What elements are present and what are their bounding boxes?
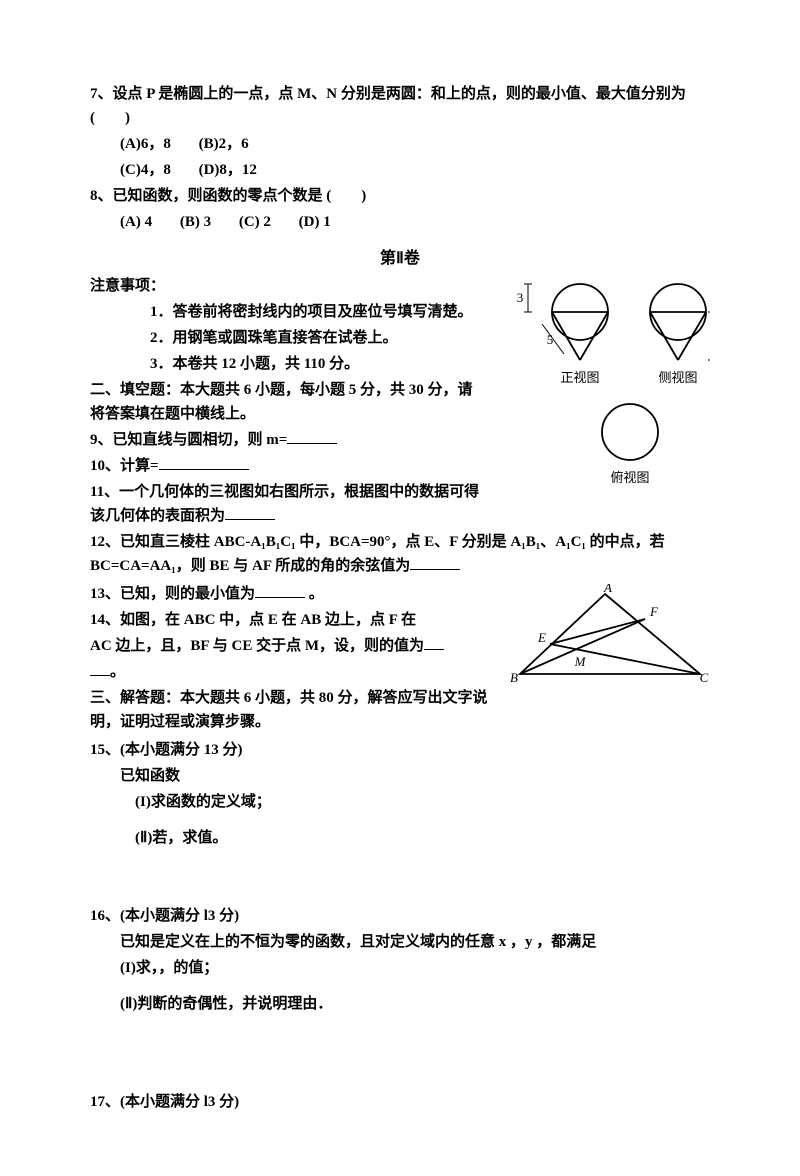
svg-text:俯视图: 俯视图 — [610, 470, 649, 485]
q16-l1-text: 已知是定义在上的不恒为零的函数，且对定义域内的任意 x ，y ，都满足 — [120, 934, 596, 950]
svg-text:侧视图: 侧视图 — [658, 370, 697, 385]
svg-text:F: F — [649, 604, 659, 619]
svg-text:B: B — [510, 670, 518, 685]
q12-blank — [410, 554, 460, 570]
q11-text: 11、一个几何体的三视图如右图所示，根据图中的数据可得该几何体的表面积为 — [90, 484, 479, 524]
q15-head: 15、(本小题满分 13 分) — [90, 738, 710, 762]
q12: 12、已知直三棱柱 ABC-A₁B₁C₁ 中，BCA=90°，点 E、F 分别是… — [90, 530, 710, 578]
q15-l3: (Ⅱ)若，求值。 — [90, 826, 710, 850]
q8-opt-b: (B) 3 — [180, 210, 211, 234]
triangle-figure: A B C E F M — [510, 584, 710, 702]
q10-text: 10、计算= — [90, 458, 159, 474]
svg-text:A: A — [603, 584, 612, 595]
q14-blank — [424, 634, 444, 650]
q14-period: 。 — [110, 664, 125, 680]
q7-opt-a: (A)6，8 — [120, 132, 171, 156]
q9-blank — [287, 428, 337, 444]
q17-head: 17、(本小题满分 l3 分) — [90, 1090, 710, 1114]
q16-l3: (Ⅱ)判断的奇偶性，并说明理由． — [90, 992, 710, 1016]
q7-opt-b: (B)2，6 — [199, 132, 249, 156]
q13-blank — [255, 582, 305, 598]
q12-text: 12、已知直三棱柱 ABC-A₁B₁C₁ 中，BCA=90°，点 E、F 分别是… — [90, 534, 665, 574]
q16-head: 16、(本小题满分 l3 分) — [90, 904, 710, 928]
q8-options: (A) 4 (B) 3 (C) 2 (D) 1 — [90, 210, 710, 234]
q16-l2: (I)求，，的值； — [90, 956, 710, 980]
q11-blank — [225, 504, 275, 520]
svg-text:M: M — [574, 654, 587, 669]
q7-opt-c: (C)4，8 — [120, 158, 171, 182]
q7-text: 7、设点 P 是椭圆上的一点，点 M、N 分别是两圆：和上的点，则的最小值、最大… — [90, 82, 710, 130]
svg-text:E: E — [537, 630, 546, 645]
q7-opt-d: (D)8，12 — [199, 158, 257, 182]
q14-b-text: AC 边上，且，BF 与 CE 交于点 M，设，则的值为 — [90, 638, 424, 654]
q13-text: 13、已知，则的最小值为 — [90, 586, 255, 602]
q15-l2: (I)求函数的定义域； — [90, 790, 710, 814]
q8-opt-c: (C) 2 — [239, 210, 271, 234]
svg-text:3: 3 — [517, 290, 524, 305]
three-view-figure: 3 5 正视图 4 侧视图 俯视图 — [490, 272, 710, 510]
q14-blank2 — [90, 660, 110, 676]
q8-opt-a: (A) 4 — [120, 210, 152, 234]
section-2-title: 第Ⅱ卷 — [90, 246, 710, 272]
q10-blank — [159, 454, 249, 470]
q7-options: (A)6，8 (B)2，6 — [90, 132, 710, 156]
q8-opt-d: (D) 1 — [299, 210, 331, 234]
svg-text:C: C — [700, 670, 709, 685]
q13-tail: 。 — [309, 586, 324, 602]
q9-text: 9、已知直线与圆相切，则 m= — [90, 432, 287, 448]
q15-l1: 已知函数 — [90, 764, 710, 788]
q7-options-2: (C)4，8 (D)8，12 — [90, 158, 710, 182]
q8-text: 8、已知函数，则函数的零点个数是 ( ) — [90, 184, 710, 208]
svg-text:正视图: 正视图 — [560, 370, 599, 385]
q16-l1: 已知是定义在上的不恒为零的函数，且对定义域内的任意 x ，y ，都满足 — [90, 930, 710, 954]
